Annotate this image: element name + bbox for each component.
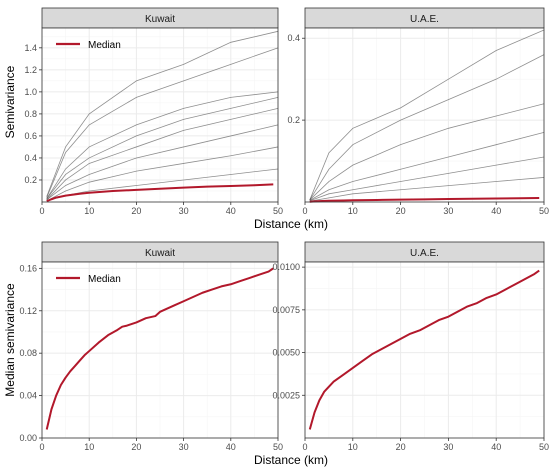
panel-border [41,27,279,203]
x-tick-label: 10 [348,442,358,452]
semivariogram-line [46,96,279,199]
x-tick-label: 10 [348,206,358,216]
x-tick-label: 20 [131,442,141,452]
y-tick-label: 0.08 [19,348,37,358]
x-tick-label: 40 [226,206,236,216]
x-tick-label: 40 [491,442,501,452]
panel-kuwait-semivariance: Kuwait 0 10 20 30 40 50 0.2 0.4 0.6 0.8 1.0 1.2 1.4 Me… [24,7,283,216]
top-x-axis-title: Distance (km) [254,217,328,231]
legend-median-label: Median [88,274,121,285]
facet-strip-label: U.A.E. [410,248,439,259]
facet-strip-label: Kuwait [145,248,175,259]
x-tick-label: 30 [443,206,453,216]
panel-uae-median: U.A.E. 0 10 20 30 40 50 0.0025 0.0050 0.0075 0.010… [272,241,549,452]
y-tick-label: 1.0 [24,87,37,97]
x-tick-label: 30 [179,442,189,452]
y-tick-label: 0.2 [287,115,300,125]
facet-strip-label: U.A.E. [410,14,439,25]
semivariogram-line [46,91,279,199]
x-tick-label: 0 [302,442,307,452]
panel-border [304,261,545,439]
semivariogram-line [46,47,279,198]
x-tick-label: 10 [84,442,94,452]
y-tick-label: 0.04 [19,391,37,401]
bottom-x-axis-title: Distance (km) [254,453,328,467]
x-tick-label: 50 [539,206,549,216]
y-tick-label: 1.4 [24,43,37,53]
x-tick-label: 30 [179,206,189,216]
y-tick-label: 0.6 [24,131,37,141]
semivariogram-line [309,156,545,202]
semivariogram-line [309,29,545,201]
bottom-y-axis-title: Median semivariance [3,283,17,397]
x-tick-label: 20 [396,206,406,216]
semivariogram-line [309,132,545,201]
y-tick-label: 0.4 [287,33,300,43]
x-tick-label: 50 [273,442,283,452]
x-tick-label: 30 [443,442,453,452]
y-tick-label: 0.00 [19,433,37,443]
x-tick-label: 0 [39,442,44,452]
x-tick-label: 50 [273,206,283,216]
x-tick-label: 0 [39,206,44,216]
y-tick-label: 0.8 [24,109,37,119]
semivariogram-line [46,124,279,201]
semivariogram-line [309,103,545,201]
y-tick-label: 0.16 [19,263,37,273]
semivariogram-line [46,108,279,201]
panel-uae-semivariance: U.A.E. 0 10 20 30 40 50 0.2 0.4 [287,7,549,216]
y-tick-label: 0.4 [24,153,37,163]
y-tick-label: 1.2 [24,65,37,75]
y-tick-label: 0.12 [19,306,37,316]
facet-strip-label: Kuwait [145,14,175,25]
x-tick-label: 50 [539,442,549,452]
x-tick-label: 20 [131,206,141,216]
x-tick-label: 0 [302,206,307,216]
panel-kuwait-median: Kuwait 0 10 20 30 40 50 0.00 0.04 0.08 0.12 0.16 Med… [19,241,283,452]
y-tick-label: 0.0050 [272,348,300,358]
x-tick-label: 40 [491,206,501,216]
panel-border [304,27,545,203]
x-tick-label: 20 [396,442,406,452]
y-tick-label: 0.2 [24,175,37,185]
median-line [308,269,540,430]
top-y-axis-title: Semivariance [3,65,17,138]
legend-median-label: Median [88,40,121,51]
x-tick-label: 10 [84,206,94,216]
median-line [45,267,274,430]
y-tick-label: 0.0100 [272,262,300,272]
median-line [309,196,540,203]
semivariogram-line [309,54,545,201]
median-line [46,183,274,203]
panel-border [41,261,279,439]
semivariogram-line [46,146,279,202]
semivariogram-line [309,177,545,202]
y-tick-label: 0.0075 [272,305,300,315]
semivariogram-line [46,30,279,197]
x-tick-label: 40 [226,442,236,452]
y-tick-label: 0.0025 [272,390,300,400]
